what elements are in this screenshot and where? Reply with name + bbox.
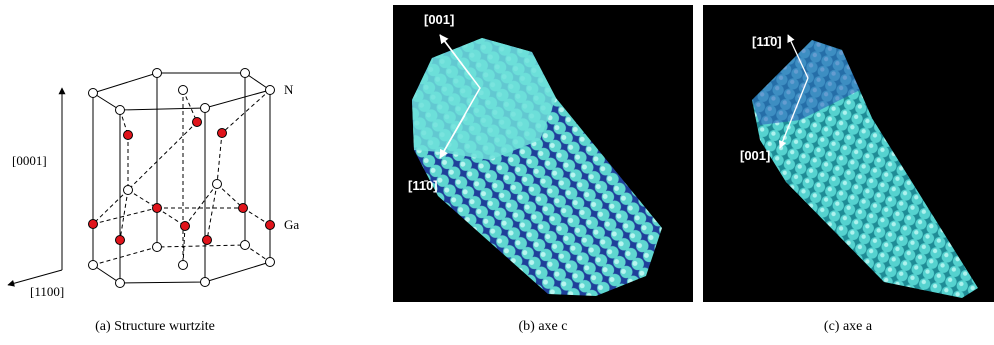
direction-label: [11̄0] (408, 178, 438, 193)
axis-label: [0001] (12, 153, 47, 168)
figure: [0001] [1100] (0, 0, 994, 345)
atom-label: Ga (284, 217, 299, 232)
direction-label: [001] (424, 12, 454, 27)
caption: (a) Structure wurtzite (95, 319, 215, 334)
wurtzite-diagram: [0001] [1100] (8, 69, 299, 300)
atom-label: N (284, 82, 294, 97)
caption: (b) axe c (519, 319, 568, 334)
axis-label: [1100] (30, 284, 64, 299)
direction-label: [11̄0] (752, 34, 782, 49)
caption: (c) axe a (824, 319, 873, 334)
n-atoms (89, 69, 275, 288)
nanowire-c: [001] [11̄0] (393, 5, 693, 302)
ga-atoms (89, 118, 275, 245)
axis-arrow (8, 270, 62, 285)
nanowire-a: [11̄0] [001] (703, 5, 994, 302)
prism-edges (93, 73, 270, 283)
direction-label: [001] (740, 148, 770, 163)
